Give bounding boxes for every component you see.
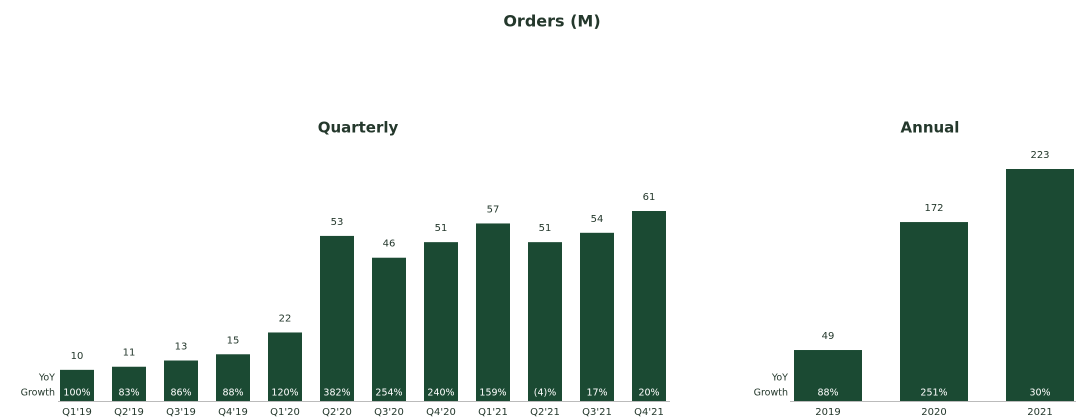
bar bbox=[216, 354, 250, 401]
x-tick-label: Q3'20 bbox=[374, 407, 404, 418]
value-label: 172 bbox=[924, 203, 943, 214]
growth-caption: YoY bbox=[771, 373, 788, 384]
bar bbox=[164, 360, 198, 401]
growth-caption: YoY bbox=[38, 373, 55, 384]
x-tick-label: Q4'21 bbox=[634, 407, 664, 418]
bar bbox=[112, 366, 146, 401]
x-tick-label: Q3'21 bbox=[582, 407, 612, 418]
x-tick-label: Q1'20 bbox=[270, 407, 300, 418]
growth-label: 382% bbox=[323, 388, 350, 399]
growth-label: (4)% bbox=[534, 388, 556, 399]
value-label: 54 bbox=[591, 214, 604, 225]
bar bbox=[900, 222, 968, 401]
x-tick-label: 2020 bbox=[921, 407, 946, 418]
value-label: 57 bbox=[487, 204, 500, 215]
x-tick-label: 2019 bbox=[815, 407, 840, 418]
bar bbox=[320, 235, 354, 401]
bar bbox=[580, 232, 614, 401]
growth-label: 120% bbox=[271, 388, 298, 399]
value-label: 53 bbox=[331, 217, 344, 228]
subchart-title: Quarterly bbox=[318, 119, 399, 137]
bar bbox=[528, 242, 562, 401]
value-label: 22 bbox=[279, 313, 292, 324]
value-label: 11 bbox=[123, 348, 136, 359]
growth-label: 100% bbox=[63, 388, 90, 399]
subchart-title: Annual bbox=[901, 119, 960, 137]
bar bbox=[424, 242, 458, 401]
chart-title: Orders (M) bbox=[503, 12, 600, 31]
growth-label: 30% bbox=[1029, 388, 1050, 399]
x-tick-label: Q4'19 bbox=[218, 407, 248, 418]
bar bbox=[268, 332, 302, 401]
value-label: 10 bbox=[71, 351, 84, 362]
growth-label: 159% bbox=[479, 388, 506, 399]
value-label: 61 bbox=[643, 192, 656, 203]
x-tick-label: Q1'19 bbox=[62, 407, 92, 418]
bar bbox=[476, 223, 510, 401]
x-tick-label: 2021 bbox=[1027, 407, 1052, 418]
growth-label: 17% bbox=[586, 388, 607, 399]
bar bbox=[1006, 169, 1074, 401]
value-label: 46 bbox=[383, 239, 396, 250]
value-label: 15 bbox=[227, 335, 240, 346]
value-label: 49 bbox=[822, 331, 835, 342]
x-tick-label: Q2'21 bbox=[530, 407, 560, 418]
value-label: 13 bbox=[175, 342, 188, 353]
x-tick-label: Q2'19 bbox=[114, 407, 144, 418]
x-tick-label: Q4'20 bbox=[426, 407, 456, 418]
bar bbox=[60, 369, 94, 401]
growth-label: 88% bbox=[817, 388, 838, 399]
x-tick-label: Q1'21 bbox=[478, 407, 508, 418]
value-label: 51 bbox=[435, 223, 448, 234]
growth-caption: Growth bbox=[21, 388, 55, 399]
growth-label: 240% bbox=[427, 388, 454, 399]
growth-label: 88% bbox=[222, 388, 243, 399]
x-tick-label: Q3'19 bbox=[166, 407, 196, 418]
growth-label: 251% bbox=[920, 388, 947, 399]
growth-label: 254% bbox=[375, 388, 402, 399]
bar bbox=[794, 350, 862, 401]
growth-label: 20% bbox=[638, 388, 659, 399]
growth-label: 83% bbox=[118, 388, 139, 399]
value-label: 51 bbox=[539, 223, 552, 234]
growth-label: 86% bbox=[170, 388, 191, 399]
value-label: 223 bbox=[1030, 150, 1049, 161]
bar bbox=[632, 211, 666, 401]
x-tick-label: Q2'20 bbox=[322, 407, 352, 418]
bar bbox=[372, 257, 406, 401]
growth-caption: Growth bbox=[754, 388, 788, 399]
